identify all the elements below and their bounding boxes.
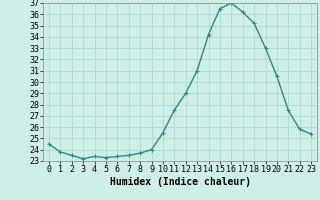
- X-axis label: Humidex (Indice chaleur): Humidex (Indice chaleur): [109, 177, 251, 187]
